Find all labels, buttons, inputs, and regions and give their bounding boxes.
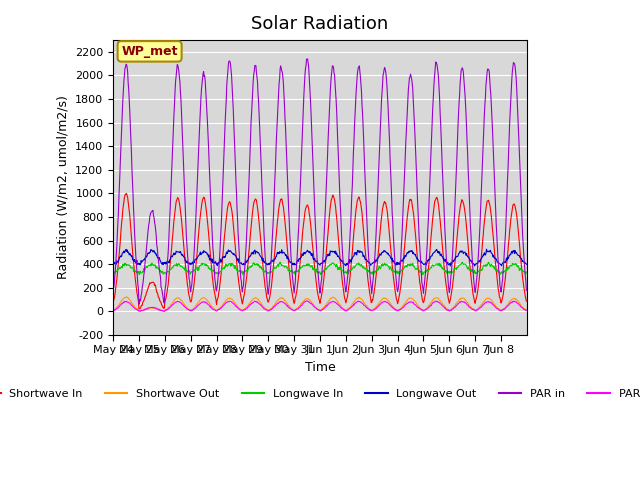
Y-axis label: Radiation (W/m2, umol/m2/s): Radiation (W/m2, umol/m2/s) [56, 96, 70, 279]
Text: WP_met: WP_met [122, 45, 178, 58]
Legend: Shortwave In, Shortwave Out, Longwave In, Longwave Out, PAR in, PAR out: Shortwave In, Shortwave Out, Longwave In… [0, 384, 640, 403]
X-axis label: Time: Time [305, 361, 335, 374]
Title: Solar Radiation: Solar Radiation [252, 15, 388, 33]
